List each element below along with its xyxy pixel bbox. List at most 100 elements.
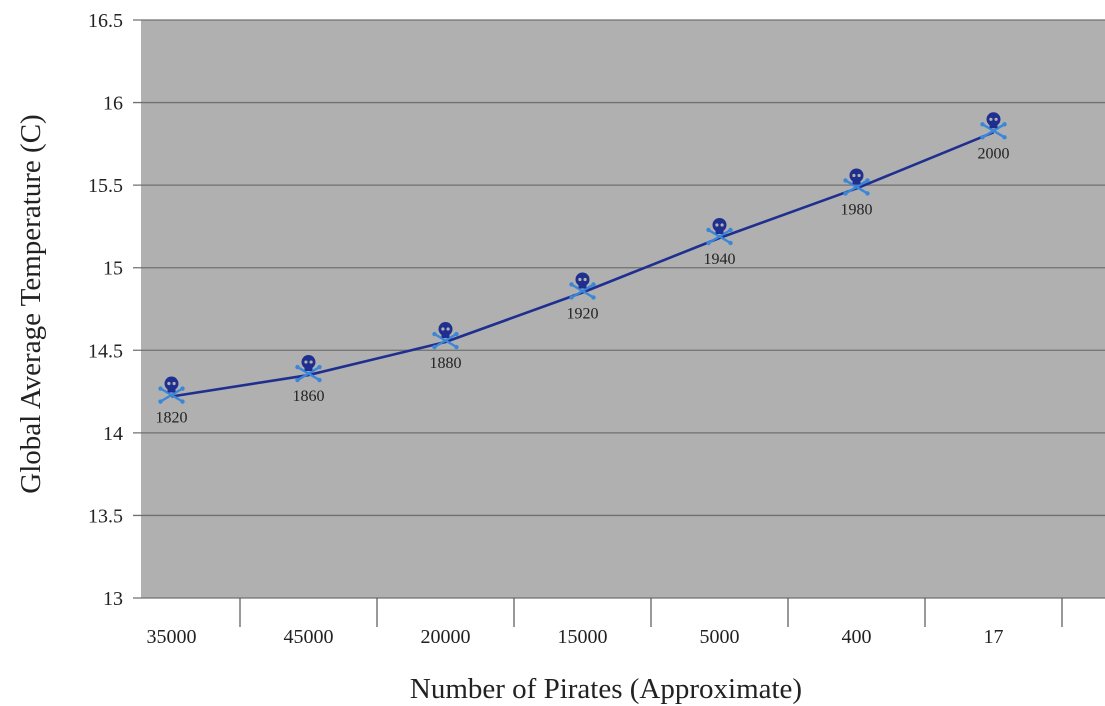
skull-and-crossbones-icon xyxy=(569,272,596,300)
bone-end xyxy=(591,282,596,287)
y-tick-label: 15 xyxy=(103,258,123,280)
bone-end xyxy=(569,282,574,287)
y-tick-label: 13.5 xyxy=(88,505,123,527)
bone-end xyxy=(158,399,163,404)
skull-eye xyxy=(309,360,313,364)
bone-end xyxy=(843,178,848,183)
bone-end xyxy=(295,364,300,370)
y-tick-label: 15.5 xyxy=(88,175,123,197)
skull-eye xyxy=(989,117,993,121)
skull-jaw xyxy=(304,366,313,372)
bone-end xyxy=(706,240,711,246)
skull xyxy=(849,168,864,183)
bone-end xyxy=(865,178,870,183)
data-point: 2000 xyxy=(978,112,1010,162)
gridlines xyxy=(133,19,1105,599)
data-point: 1980 xyxy=(841,168,873,218)
bone-end xyxy=(180,386,185,391)
point-label: 1820 xyxy=(156,410,188,427)
skull-eye xyxy=(578,277,582,282)
skull-eye xyxy=(304,360,308,364)
point-label: 1920 xyxy=(567,305,599,322)
bone-end xyxy=(295,377,300,383)
bone-end xyxy=(865,191,870,196)
skull xyxy=(438,322,453,337)
bone-end xyxy=(432,331,437,337)
bone-end xyxy=(1002,135,1007,140)
bone-end xyxy=(180,399,185,404)
bone-end xyxy=(980,122,985,127)
point-label: 1980 xyxy=(841,201,873,218)
skull-eye xyxy=(446,327,450,331)
point-label: 2000 xyxy=(978,145,1010,162)
bone-end xyxy=(317,377,322,383)
skull xyxy=(301,355,316,370)
y-tick-label: 13 xyxy=(103,588,123,610)
skull-eye xyxy=(720,223,724,227)
skull-jaw xyxy=(167,387,176,393)
bone-end xyxy=(980,135,985,140)
x-tick-label: 20000 xyxy=(421,626,471,648)
skull-jaw xyxy=(715,228,724,234)
x-tick-label: 45000 xyxy=(284,626,334,648)
y-tick-label: 14 xyxy=(103,423,123,445)
skull-eye xyxy=(994,117,998,121)
plot-area xyxy=(141,20,1105,598)
skull xyxy=(575,272,590,287)
skull-jaw xyxy=(989,123,998,129)
data-point: 1880 xyxy=(430,322,462,372)
crossbone xyxy=(296,365,321,382)
crossbone xyxy=(981,123,1006,139)
skull-and-crossbones-icon xyxy=(158,376,185,404)
bone-end xyxy=(158,386,163,391)
crossbone xyxy=(159,387,184,403)
bone-end xyxy=(728,227,733,233)
skull-and-crossbones-icon xyxy=(980,112,1007,140)
skull-and-crossbones-icon xyxy=(843,168,870,196)
skull-jaw xyxy=(578,283,587,289)
skull xyxy=(164,376,179,391)
skull-eye xyxy=(715,223,719,227)
bone-end xyxy=(843,191,848,196)
x-tick-label: 5000 xyxy=(700,626,740,648)
point-label: 1940 xyxy=(704,251,736,268)
data-point: 1940 xyxy=(704,217,736,268)
bone-end xyxy=(706,227,711,233)
y-tick-label: 16 xyxy=(103,93,123,115)
skull-and-crossbones-icon xyxy=(295,355,322,383)
data-point: 1920 xyxy=(567,272,599,322)
skull xyxy=(986,112,1001,127)
skull xyxy=(712,217,727,232)
bone-end xyxy=(1002,122,1007,127)
skull-eye xyxy=(583,277,587,282)
bone-end xyxy=(317,364,322,370)
y-tick-label: 14.5 xyxy=(88,340,123,362)
bone-end xyxy=(569,295,574,300)
skull-eye xyxy=(852,173,856,178)
bone-end xyxy=(432,344,437,350)
bone-end xyxy=(454,344,459,350)
x-tick-label: 400 xyxy=(842,626,872,648)
data-point: 1820 xyxy=(156,376,188,427)
x-axis: 35000 45000 20000 15000 5000 400 17 xyxy=(147,598,1063,648)
bone-end xyxy=(728,240,733,246)
skull-eye xyxy=(441,327,445,331)
y-axis-ticks: 13 13.5 14 14.5 15 15.5 16 16.5 xyxy=(88,10,123,610)
crossbone xyxy=(433,332,458,349)
y-axis-title: Global Average Temperature (C) xyxy=(15,114,47,493)
skull-eye xyxy=(172,381,176,386)
skull-jaw xyxy=(852,179,861,185)
crossbone xyxy=(707,228,732,245)
crossbone xyxy=(570,283,595,299)
bone-end xyxy=(591,295,596,300)
skull-and-crossbones-icon xyxy=(706,217,733,246)
x-tick-label: 35000 xyxy=(147,626,197,648)
x-tick-label: 17 xyxy=(984,626,1004,648)
y-tick-label: 16.5 xyxy=(88,10,123,32)
skull-eye xyxy=(167,381,171,386)
x-axis-title: Number of Pirates (Approximate) xyxy=(410,673,802,705)
markers: 1820 1860 1880 1920 1940 1980 2000 xyxy=(156,112,1010,427)
point-label: 1860 xyxy=(293,388,325,405)
x-tick-label: 15000 xyxy=(558,626,608,648)
